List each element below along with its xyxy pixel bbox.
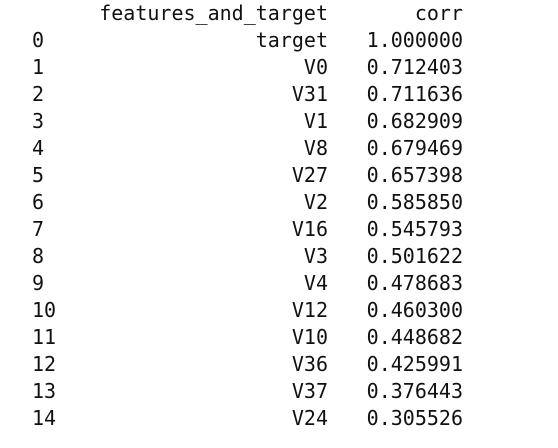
row-index: 13 [32,379,57,403]
cell-corr: 1.000000 [366,28,463,52]
dataframe-output: features_and_target corr 0 target 1.000000… [0,0,558,432]
table-row: 3 V1 0.682909 [0,108,558,135]
cell-feature: target [255,28,328,52]
table-row: 4 V8 0.679469 [0,135,558,162]
table-row: 10 V12 0.460300 [0,297,558,324]
cell-corr: 0.682909 [366,109,463,133]
row-index: 14 [32,406,57,430]
table-row: 8 V3 0.501622 [0,243,558,270]
cell-feature: V3 [303,244,328,268]
table-row: 14 V24 0.305526 [0,405,558,432]
row-index: 8 [32,244,45,268]
cell-corr: 0.305526 [366,406,463,430]
cell-feature: V24 [291,406,328,430]
cell-corr: 0.460300 [366,298,463,322]
row-index: 6 [32,190,45,214]
cell-corr: 0.711636 [366,82,463,106]
row-index: 2 [32,82,45,106]
row-index: 7 [32,217,45,241]
cell-feature: V8 [303,136,328,160]
table-row: 5 V27 0.657398 [0,162,558,189]
row-index: 11 [32,325,57,349]
cell-feature: V2 [303,190,328,214]
cell-feature: V12 [291,298,328,322]
row-index: 5 [32,163,45,187]
cell-corr: 0.501622 [366,244,463,268]
row-index: 0 [32,28,45,52]
cell-feature: V1 [303,109,328,133]
cell-corr: 0.657398 [366,163,463,187]
table-row: 12 V36 0.425991 [0,351,558,378]
table-header-row: features_and_target corr [0,0,558,27]
cell-feature: V16 [291,217,328,241]
cell-corr: 0.712403 [366,55,463,79]
table-row: 9 V4 0.478683 [0,270,558,297]
table-row: 7 V16 0.545793 [0,216,558,243]
cell-corr: 0.545793 [366,217,463,241]
cell-feature: V4 [303,271,328,295]
cell-corr: 0.376443 [366,379,463,403]
row-index: 12 [32,352,57,376]
cell-feature: V37 [291,379,328,403]
table-row: 6 V2 0.585850 [0,189,558,216]
cell-feature: V0 [303,55,328,79]
cell-corr: 0.585850 [366,190,463,214]
row-index: 10 [32,298,57,322]
row-index: 3 [32,109,45,133]
cell-corr: 0.679469 [366,136,463,160]
table-row: 2 V31 0.711636 [0,81,558,108]
cell-feature: V27 [291,163,328,187]
table-row: 1 V0 0.712403 [0,54,558,81]
cell-feature: V36 [291,352,328,376]
table-body: 0 target 1.000000 1 V0 0.712403 2 V31 0.711636 3 V… [0,27,558,432]
row-index: 1 [32,55,45,79]
cell-feature: V10 [291,325,328,349]
row-index: 4 [32,136,45,160]
column-header-features-and-target: features_and_target [99,1,328,25]
cell-corr: 0.448682 [366,325,463,349]
table-row: 11 V10 0.448682 [0,324,558,351]
column-header-corr: corr [414,1,463,25]
cell-corr: 0.478683 [366,271,463,295]
cell-corr: 0.425991 [366,352,463,376]
row-index: 9 [32,271,45,295]
cell-feature: V31 [291,82,328,106]
table-row: 13 V37 0.376443 [0,378,558,405]
table-row: 0 target 1.000000 [0,27,558,54]
